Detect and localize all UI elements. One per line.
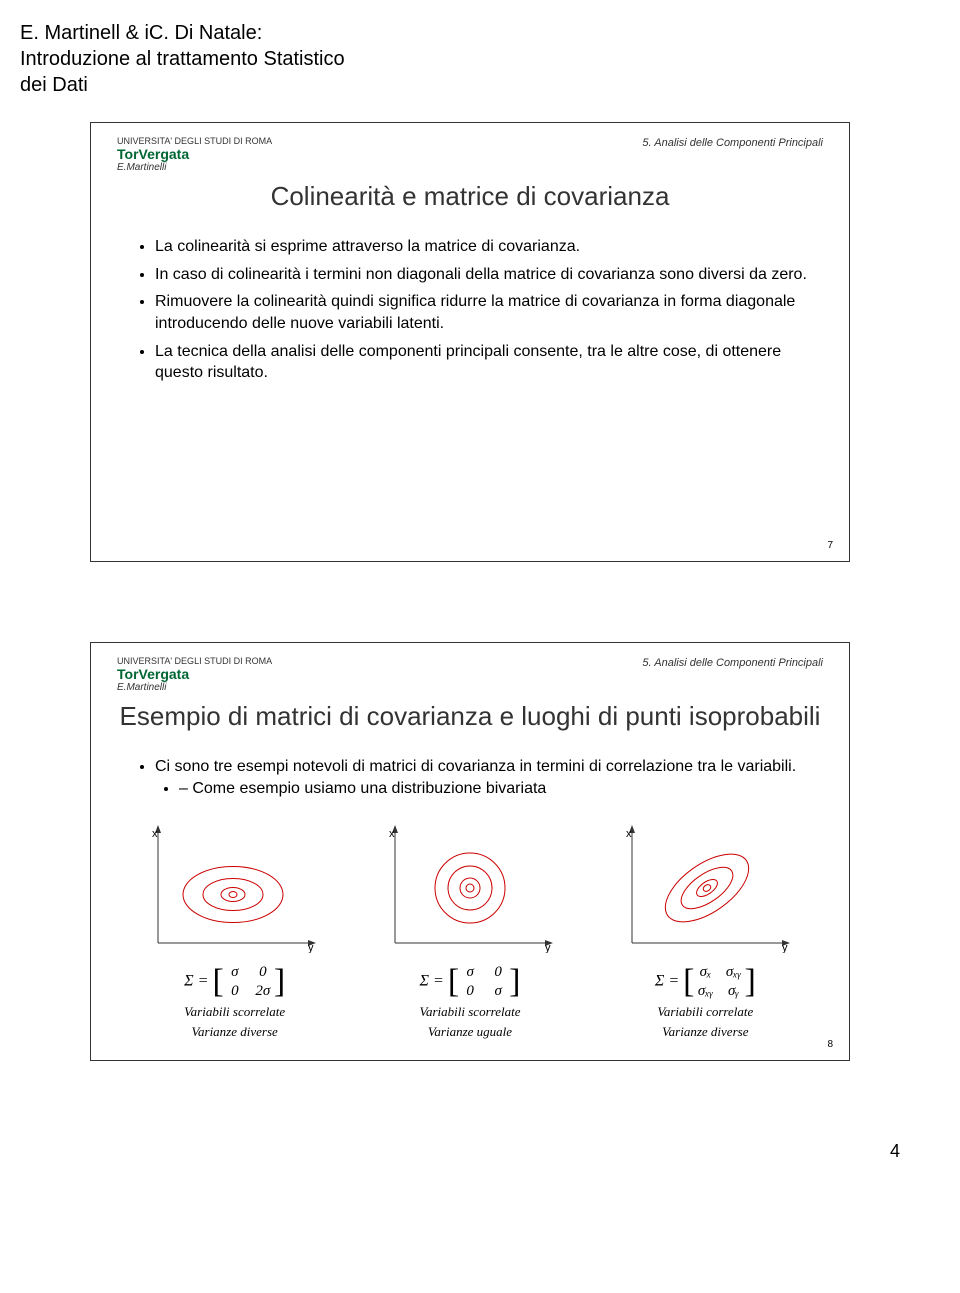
svg-text:y: y <box>545 942 551 953</box>
slide1-bullet: La colinearità si esprime attraverso la … <box>155 236 809 258</box>
slide1-bullet: In caso di colinearità i termini non dia… <box>155 264 809 286</box>
logo-block: UNIVERSITA' DEGLI STUDI DI ROMA TorVerga… <box>117 137 272 173</box>
slide2-bullet: Ci sono tre esempi notevoli di matrici d… <box>155 756 809 799</box>
slide2-sub-bullet: Come esempio usiamo una distribuzione bi… <box>179 778 809 800</box>
m21: 0 <box>226 983 244 1000</box>
matrix-3: [ σₓ σₓᵧ σₓᵧ σᵧ ] <box>683 964 756 1000</box>
m21: σₓᵧ <box>696 983 714 1000</box>
logo-author: E.Martinelli <box>117 162 272 173</box>
slide-section-label: 5. Analisi delle Componenti Principali <box>642 137 823 149</box>
diagrams-row: xy xy xy <box>117 823 823 958</box>
m22: 2σ <box>254 983 272 1000</box>
caption-3a: Variabili correlate <box>588 1004 823 1020</box>
caption-2b: Varianze uguale <box>352 1024 587 1040</box>
diagram-2: xy <box>354 823 585 958</box>
m12: 0 <box>489 964 507 981</box>
slide1-bullets: La colinearità si esprime attraverso la … <box>131 236 809 384</box>
caption-2a: Variabili scorrelate <box>352 1004 587 1020</box>
m12: 0 <box>254 964 272 981</box>
logo-torvergata: TorVergata <box>117 667 272 682</box>
svg-text:x: x <box>389 828 395 840</box>
slide1-bullet: La tecnica della analisi delle component… <box>155 341 809 384</box>
logo-torvergata: TorVergata <box>117 147 272 162</box>
formula-3: Σ = [ σₓ σₓᵧ σₓᵧ σᵧ ] Variabili correlat… <box>588 964 823 1039</box>
caption-3b: Varianze diverse <box>588 1024 823 1040</box>
m11: σ <box>226 964 244 981</box>
slide1-title: Colinearità e matrice di covarianza <box>117 181 823 212</box>
formula-1: Σ = [ σ 0 0 2σ ] Variabili scorrelate Va… <box>117 964 352 1039</box>
slide1-bullet: Rimuovere la colinearità quindi signific… <box>155 291 809 334</box>
sigma-eq: Σ = <box>655 973 679 990</box>
slide-section-label: 5. Analisi delle Componenti Principali <box>642 657 823 669</box>
formula-row: Σ = [ σ 0 0 2σ ] Variabili scorrelate Va… <box>117 964 823 1039</box>
matrix-1: [ σ 0 0 2σ ] <box>212 964 285 1000</box>
diagram-1: xy <box>117 823 348 958</box>
caption-1b: Varianze diverse <box>117 1024 352 1040</box>
matrix-2: [ σ 0 0 σ ] <box>448 964 521 1000</box>
m11: σ <box>461 964 479 981</box>
m12: σₓᵧ <box>724 964 742 981</box>
slide-1: UNIVERSITA' DEGLI STUDI DI ROMA TorVerga… <box>90 122 850 562</box>
logo-author: E.Martinelli <box>117 682 272 693</box>
sigma-eq: Σ = <box>184 973 208 990</box>
svg-text:x: x <box>626 828 632 840</box>
svg-text:y: y <box>308 942 314 953</box>
m21: 0 <box>461 983 479 1000</box>
slide-2: UNIVERSITA' DEGLI STUDI DI ROMA TorVerga… <box>90 642 850 1061</box>
m22: σᵧ <box>724 983 742 1000</box>
caption-1a: Variabili scorrelate <box>117 1004 352 1020</box>
sigma-eq: Σ = <box>420 973 444 990</box>
slide2-title: Esempio di matrici di covarianza e luogh… <box>117 701 823 732</box>
doc-header-line2: Introduzione al trattamento Statistico <box>20 46 920 72</box>
svg-text:y: y <box>782 942 788 953</box>
doc-header-line3: dei Dati <box>20 72 920 98</box>
document-header: E. Martinell & iC. Di Natale: Introduzio… <box>20 20 920 98</box>
logo-block: UNIVERSITA' DEGLI STUDI DI ROMA TorVerga… <box>117 657 272 693</box>
svg-text:x: x <box>152 828 158 840</box>
doc-header-line1: E. Martinell & iC. Di Natale: <box>20 20 920 46</box>
slide2-bullet-text: Ci sono tre esempi notevoli di matrici d… <box>155 758 796 775</box>
diagram-3: xy <box>592 823 823 958</box>
slide1-page-num: 7 <box>827 540 833 551</box>
m11: σₓ <box>696 964 714 981</box>
slide2-bullets: Ci sono tre esempi notevoli di matrici d… <box>131 756 809 799</box>
m22: σ <box>489 983 507 1000</box>
slide2-page-num: 8 <box>827 1039 833 1050</box>
formula-2: Σ = [ σ 0 0 σ ] Variabili scorrelate Var… <box>352 964 587 1039</box>
footer-page-number: 4 <box>20 1141 920 1162</box>
